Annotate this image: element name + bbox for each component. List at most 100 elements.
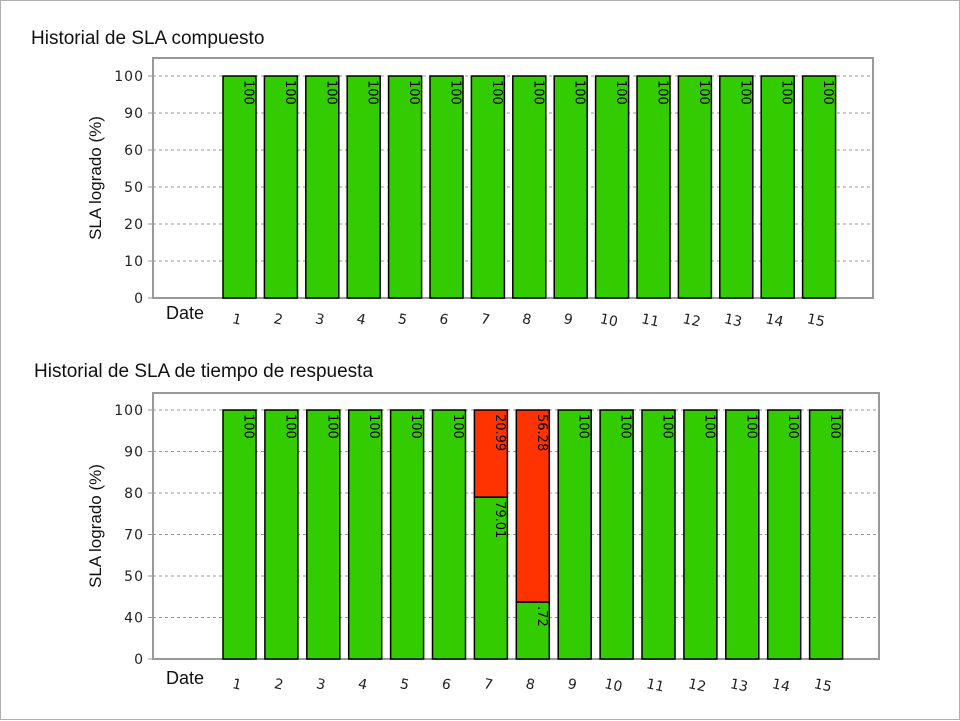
bar-segment-achieved bbox=[263, 75, 299, 299]
bar-segment-achieved bbox=[222, 409, 257, 660]
x-tick-label: 4 bbox=[355, 311, 367, 329]
x-tick-label: 6 bbox=[440, 676, 452, 694]
x-tick-label: 12 bbox=[687, 676, 708, 695]
bar-value-label: 100 bbox=[324, 414, 339, 439]
x-tick-label: 5 bbox=[398, 676, 410, 694]
bar-value-label: 100 bbox=[696, 80, 711, 105]
x-tick-label: 10 bbox=[603, 676, 624, 695]
bar-value-label: 100 bbox=[323, 80, 338, 105]
bar-segment-achieved bbox=[306, 409, 341, 660]
bar-segment-achieved bbox=[553, 75, 588, 299]
y-tick-label: 10 bbox=[124, 254, 144, 270]
bar-segment-achieved bbox=[641, 409, 676, 660]
bar-segment-achieved bbox=[431, 409, 467, 660]
x-axis-label: Date bbox=[166, 668, 204, 688]
bar-value-label: 100 bbox=[660, 414, 675, 439]
bar-value-label: 100 bbox=[241, 414, 256, 439]
x-tick-label: 1 bbox=[231, 311, 243, 329]
y-axis-label: SLA logrado (%) bbox=[86, 464, 105, 588]
bar-segment-achieved bbox=[801, 75, 837, 299]
x-tick-label: 3 bbox=[315, 676, 327, 694]
y-tick-label: 40 bbox=[124, 611, 144, 627]
bar-value-label: 100 bbox=[406, 80, 421, 105]
bar-value-label: 100 bbox=[282, 414, 297, 439]
bar-segment-achieved bbox=[557, 409, 592, 660]
bar-value-label: 100 bbox=[701, 414, 716, 439]
y-tick-label: 90 bbox=[124, 445, 144, 461]
bar-value-label: 100 bbox=[655, 80, 670, 105]
x-tick-label: 15 bbox=[812, 676, 833, 695]
y-tick-label: 60 bbox=[124, 143, 144, 159]
bar-segment-achieved bbox=[599, 409, 634, 660]
y-tick-label: 90 bbox=[124, 106, 144, 122]
x-tick-label: 7 bbox=[482, 676, 494, 694]
bar-value-label: 100 bbox=[530, 80, 545, 105]
x-tick-label: 14 bbox=[764, 311, 785, 330]
x-tick-label: 4 bbox=[357, 676, 369, 694]
bar-value-label: 100 bbox=[365, 80, 380, 105]
bar-segment-achieved bbox=[760, 75, 795, 299]
x-tick-label: 2 bbox=[273, 676, 285, 694]
bar-value-label: 100 bbox=[408, 414, 423, 439]
bar-value-label: 100 bbox=[820, 80, 835, 105]
bar-value-label: 100 bbox=[572, 80, 587, 105]
x-tick-label: 10 bbox=[598, 311, 619, 330]
bar-value-label: 100 bbox=[576, 414, 591, 439]
bar-segment-achieved bbox=[719, 75, 754, 299]
bar-segment-missed bbox=[515, 409, 551, 603]
bar-value-label: 100 bbox=[448, 80, 463, 105]
bar-value-label: 56.28 bbox=[534, 414, 549, 451]
bar-value-label: 100 bbox=[613, 80, 628, 105]
x-tick-label: 8 bbox=[521, 311, 533, 329]
x-tick-label: 11 bbox=[645, 676, 666, 695]
bar-value-label: 100 bbox=[827, 414, 842, 439]
bar-value-label: 100 bbox=[618, 414, 633, 439]
bar-value-label: 100 bbox=[785, 414, 800, 439]
x-tick-label: 14 bbox=[771, 676, 792, 695]
bar-segment-achieved bbox=[470, 75, 506, 299]
bar-segment-achieved bbox=[683, 409, 718, 660]
x-tick-label: 7 bbox=[479, 311, 491, 329]
bar-value-label: 100 bbox=[489, 80, 504, 105]
bar-segment-achieved bbox=[808, 409, 844, 660]
y-tick-label: 50 bbox=[124, 569, 144, 585]
bar-value-label: 100 bbox=[779, 80, 794, 105]
bar-value-label: 100 bbox=[282, 80, 297, 105]
chart-title-response-time: Historial de SLA de tiempo de respuesta bbox=[34, 361, 374, 382]
bar-segment-achieved bbox=[512, 75, 547, 299]
bar-segment-achieved bbox=[594, 75, 630, 299]
bar-value-label: 100 bbox=[450, 414, 465, 439]
bar-segment-achieved bbox=[677, 75, 713, 299]
y-tick-label: 80 bbox=[124, 486, 144, 502]
x-tick-label: 13 bbox=[729, 676, 750, 695]
y-tick-label: 100 bbox=[114, 69, 144, 85]
x-tick-label: 9 bbox=[566, 676, 578, 694]
x-tick-label: 13 bbox=[723, 311, 744, 330]
bar-segment-achieved bbox=[429, 75, 464, 299]
bar-value-label: .72 bbox=[534, 606, 549, 627]
bar-value-label: 79.01 bbox=[492, 501, 507, 538]
bar-value-label: 100 bbox=[743, 414, 758, 439]
bar-segment-achieved bbox=[636, 75, 671, 299]
y-tick-label: 0 bbox=[134, 652, 144, 668]
bar-segment-achieved bbox=[264, 409, 299, 660]
bar-segment-missed bbox=[473, 409, 509, 498]
y-tick-label: 100 bbox=[114, 403, 144, 419]
bar-segment-achieved bbox=[305, 75, 340, 299]
bar-value-label: 100 bbox=[366, 414, 381, 439]
bar-value-label: 20.99 bbox=[492, 414, 507, 451]
bar-value-label: 100 bbox=[737, 80, 752, 105]
bar-segment-achieved bbox=[389, 409, 425, 660]
bar-segment-achieved bbox=[222, 75, 257, 299]
x-tick-label: 11 bbox=[640, 311, 661, 330]
x-tick-label: 15 bbox=[805, 311, 826, 330]
bar-segment-achieved bbox=[387, 75, 423, 299]
x-axis-label: Date bbox=[166, 303, 204, 323]
y-tick-label: 20 bbox=[124, 217, 144, 233]
bar-segment-achieved bbox=[346, 75, 381, 299]
x-tick-label: 8 bbox=[524, 676, 536, 694]
bar-segment-achieved bbox=[766, 409, 802, 660]
x-tick-label: 3 bbox=[314, 311, 326, 329]
x-tick-label: 5 bbox=[396, 311, 408, 329]
